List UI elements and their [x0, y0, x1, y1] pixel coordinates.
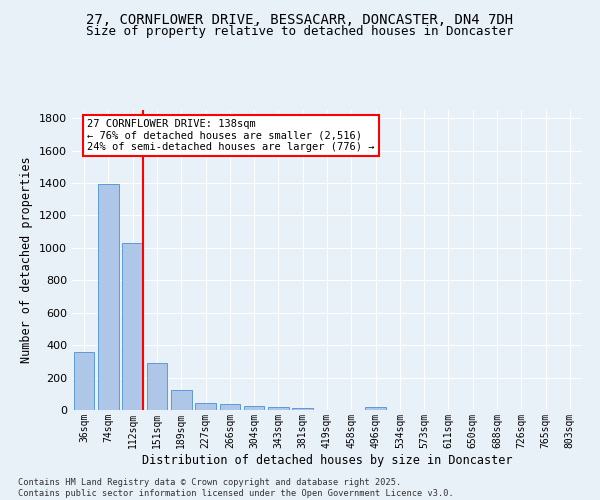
Text: Contains HM Land Registry data © Crown copyright and database right 2025.
Contai: Contains HM Land Registry data © Crown c…: [18, 478, 454, 498]
Bar: [122, 243, 143, 410]
X-axis label: Distribution of detached houses by size in Doncaster: Distribution of detached houses by size …: [142, 454, 512, 466]
Bar: [268, 407, 289, 410]
Bar: [74, 352, 94, 410]
Bar: [365, 407, 386, 410]
Bar: [244, 406, 265, 410]
Bar: [171, 390, 191, 410]
Bar: [292, 408, 313, 410]
Bar: [98, 184, 119, 410]
Text: Size of property relative to detached houses in Doncaster: Size of property relative to detached ho…: [86, 25, 514, 38]
Text: 27, CORNFLOWER DRIVE, BESSACARR, DONCASTER, DN4 7DH: 27, CORNFLOWER DRIVE, BESSACARR, DONCAST…: [86, 12, 514, 26]
Y-axis label: Number of detached properties: Number of detached properties: [20, 156, 34, 364]
Bar: [220, 404, 240, 410]
Text: 27 CORNFLOWER DRIVE: 138sqm
← 76% of detached houses are smaller (2,516)
24% of : 27 CORNFLOWER DRIVE: 138sqm ← 76% of det…: [88, 119, 375, 152]
Bar: [195, 403, 216, 410]
Bar: [146, 363, 167, 410]
